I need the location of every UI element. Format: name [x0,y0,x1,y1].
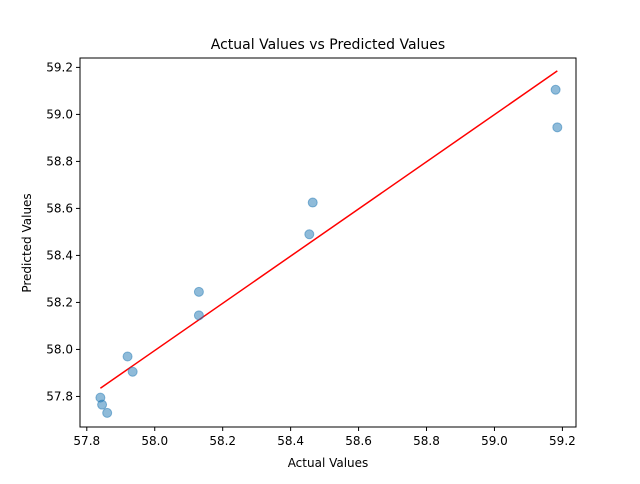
data-point [102,407,113,418]
y-tick-label: 59.2 [46,60,73,74]
x-axis-label: Actual Values [288,456,369,470]
x-tick-label: 58.2 [209,434,236,448]
x-tick-label: 58.6 [345,434,372,448]
fit-line [99,70,558,389]
data-point [97,399,108,410]
data-point [550,84,561,95]
chart-title: Actual Values vs Predicted Values [211,37,445,53]
y-tick-label: 58.2 [46,295,73,309]
plot-frame [79,57,577,428]
x-tick-label: 58.4 [277,434,304,448]
y-axis-label: Predicted Values [20,193,34,292]
y-tick-label: 59.0 [46,107,73,121]
data-point [122,351,133,362]
y-tick-label: 58.4 [46,248,73,262]
x-axis: 57.8 58.0 58.2 58.4 58.6 58.8 59.0 59.2 [73,427,576,448]
y-tick-label: 58.6 [46,201,73,215]
x-tick-label: 59.0 [481,434,508,448]
plot-area [79,57,577,428]
x-tick-label: 57.8 [73,434,100,448]
data-point [193,310,204,321]
data-point [127,366,138,377]
y-tick-label: 58.0 [46,342,73,356]
y-axis: 57.8 58.0 58.2 58.4 58.6 58.8 59.0 59.2 [46,60,80,403]
y-tick-label: 57.8 [46,389,73,403]
data-point [307,197,318,208]
data-point [304,229,315,240]
x-tick-label: 58.0 [141,434,168,448]
data-point [552,122,563,133]
y-tick-label: 58.8 [46,154,73,168]
x-tick-label: 59.2 [549,434,576,448]
data-point [193,286,204,297]
x-tick-label: 58.8 [413,434,440,448]
